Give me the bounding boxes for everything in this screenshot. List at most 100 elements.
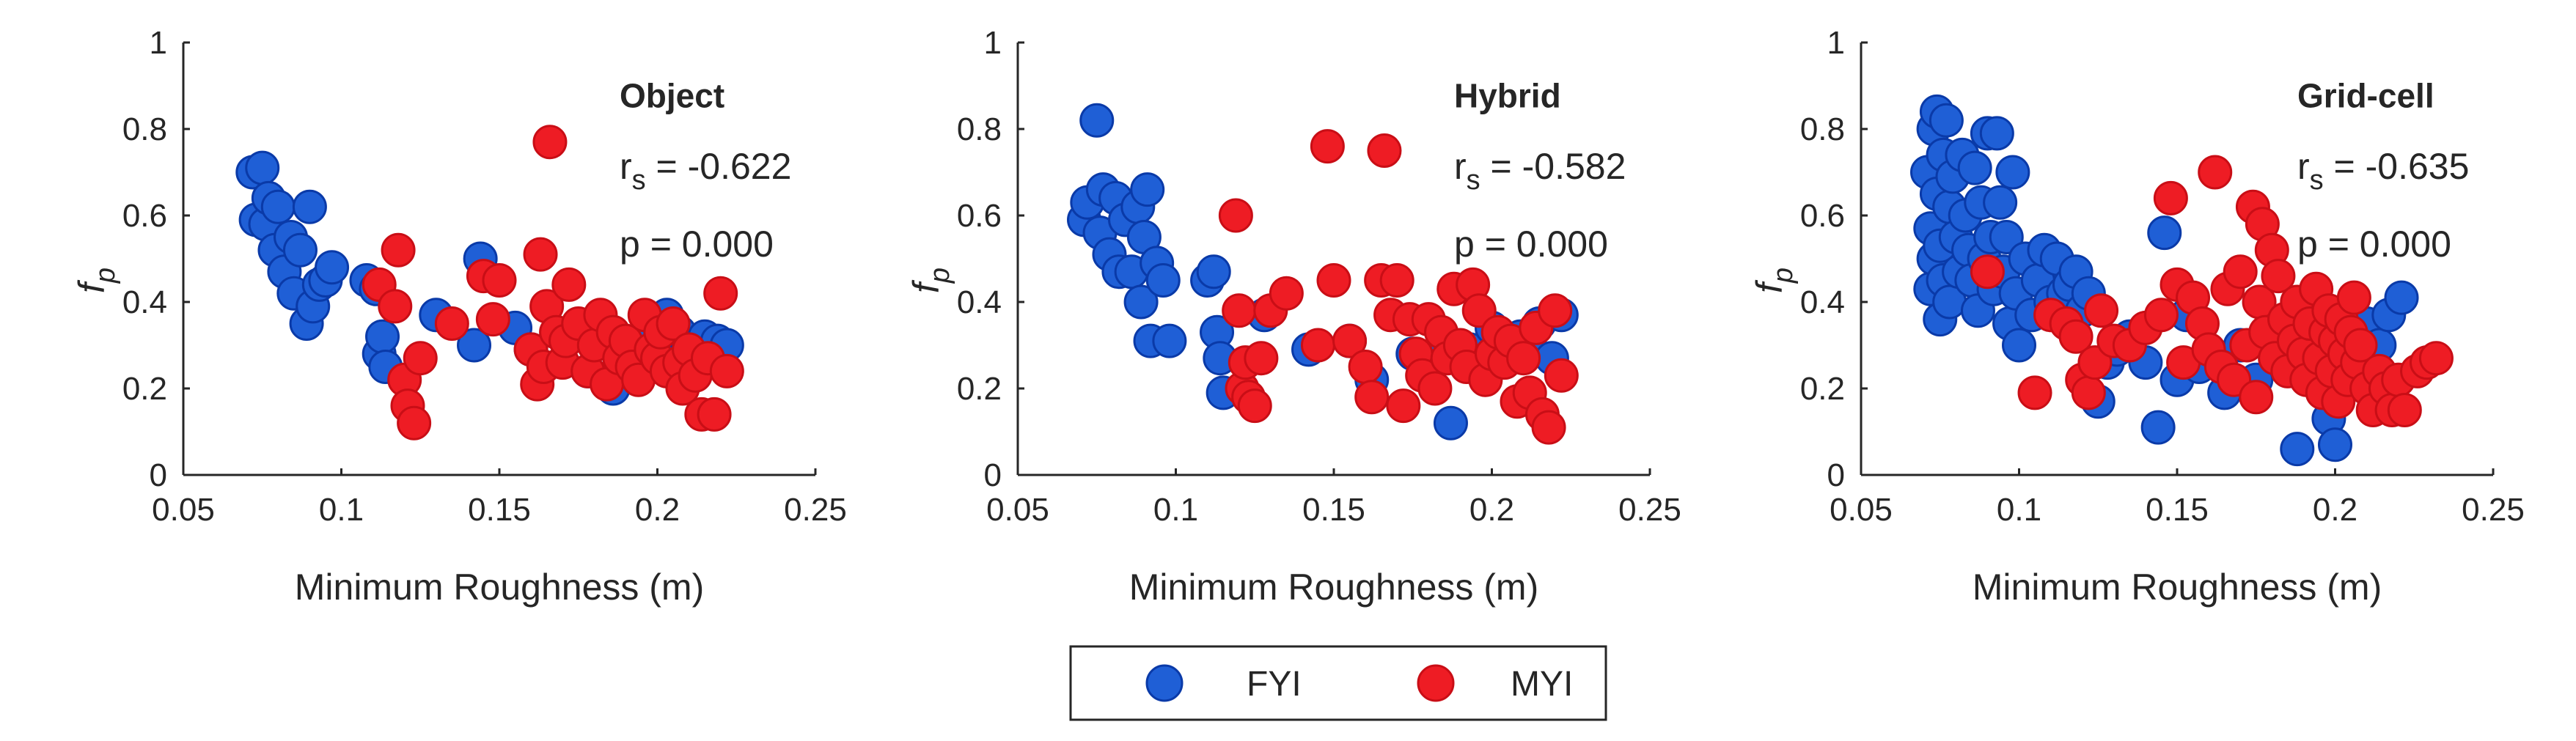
data-point-myi: [2071, 375, 2106, 410]
data-point-fyi: [315, 250, 350, 285]
data-point-myi: [378, 289, 413, 324]
data-point-myi: [523, 237, 558, 272]
data-point-myi: [2418, 341, 2454, 376]
data-point-fyi: [2318, 427, 2352, 462]
rs-value: = -0.622: [646, 146, 792, 187]
data-point-myi: [482, 263, 517, 298]
y-tick-label: 0.4: [1800, 284, 1845, 320]
rs-label: r: [620, 146, 632, 187]
series-myi: [1970, 155, 2454, 427]
data-point-fyi: [1433, 405, 1468, 440]
y-tick-label: 1: [150, 25, 167, 61]
y-tick-label: 0.8: [1800, 111, 1845, 147]
panel-object: 0 0.2 0.4 0.6 0.8 1 0.05 0.1 0.15 0.2 0.25 Minimum …: [71, 25, 847, 608]
x-tick-label: 0.25: [784, 492, 847, 528]
data-point-myi: [2058, 319, 2094, 354]
data-point-fyi: [1983, 185, 2018, 220]
data-point-fyi: [282, 232, 318, 268]
y-axis-label-sub: p: [1768, 268, 1799, 284]
data-point-myi: [1218, 198, 1253, 233]
data-point-myi: [1538, 293, 1573, 328]
data-point-myi: [1354, 380, 1390, 415]
data-point-myi: [2198, 155, 2233, 190]
data-point-myi: [2336, 280, 2371, 315]
panels: 0 0.2 0.4 0.6 0.8 1 0.05 0.1 0.15 0.2 0.25 Minimum …: [71, 25, 2525, 608]
data-point-fyi: [1989, 220, 2024, 254]
y-tick-label: 0: [150, 457, 167, 493]
data-point-fyi: [365, 319, 400, 354]
x-tick-label: 0.15: [1302, 492, 1365, 528]
data-point-fyi: [245, 150, 280, 185]
data-point-myi: [709, 353, 744, 388]
rs-sub: s: [632, 165, 646, 196]
x-tick-label: 0.25: [2462, 492, 2525, 528]
data-point-myi: [656, 306, 691, 341]
data-point-myi: [1970, 254, 2005, 290]
rs-stat: rs = -0.622: [620, 146, 791, 196]
data-point-myi: [1461, 293, 1497, 328]
data-point-myi: [1348, 350, 1383, 384]
data-point-myi: [1379, 263, 1414, 298]
y-tick-label: 0: [984, 457, 1002, 493]
data-point-myi: [1244, 341, 1279, 376]
x-tick-label: 0.2: [635, 492, 680, 528]
panel-title: Hybrid: [1454, 77, 1561, 115]
x-tick-label: 0.15: [2146, 492, 2209, 528]
data-point-myi: [2223, 254, 2258, 290]
data-point-myi: [2143, 298, 2179, 333]
data-point-myi: [1310, 129, 1345, 164]
data-point-myi: [2343, 328, 2378, 363]
series-myi: [362, 125, 744, 440]
y-tick-label: 0.4: [957, 284, 1002, 320]
series-myi: [1218, 129, 1579, 445]
y-tick-label: 0.6: [122, 198, 167, 234]
rs-label: r: [2297, 146, 2310, 187]
data-point-fyi: [457, 328, 492, 363]
y-axis-label-sub: p: [90, 268, 121, 284]
legend-marker-myi: [1417, 664, 1455, 702]
panel-hybrid: 0 0.2 0.4 0.6 0.8 1 0.05 0.1 0.15 0.2 0.25 Minimum …: [906, 25, 1681, 608]
rs-sub: s: [2310, 165, 2324, 196]
data-point-myi: [1222, 293, 1257, 328]
data-point-fyi: [1995, 155, 2030, 190]
x-axis-label: Minimum Roughness (m): [1129, 567, 1538, 608]
rs-label: r: [1454, 146, 1467, 187]
x-tick-label: 0.05: [1830, 492, 1893, 528]
y-tick-label: 0.2: [122, 371, 167, 407]
data-point-fyi: [1196, 254, 1231, 290]
rs-stat: rs = -0.582: [1454, 146, 1626, 196]
panel-title: Grid-cell: [2297, 77, 2434, 115]
y-tick-label: 0.6: [1800, 198, 1845, 234]
data-point-myi: [1506, 341, 1541, 376]
x-tick-label: 0.25: [1618, 492, 1681, 528]
data-point-myi: [1332, 323, 1368, 358]
rs-value: = -0.635: [2324, 146, 2470, 187]
panel-grid-cell: 0 0.2 0.4 0.6 0.8 1 0.05 0.1 0.15 0.2 0.25 Minimum …: [1749, 25, 2525, 608]
y-tick-label: 0.6: [957, 198, 1002, 234]
y-tick-label: 0.2: [957, 371, 1002, 407]
p-stat: p = 0.000: [2297, 224, 2451, 265]
y-tick-label: 0.8: [957, 111, 1002, 147]
x-tick-label: 0.05: [986, 492, 1049, 528]
y-tick-label: 0.2: [1800, 371, 1845, 407]
data-point-myi: [532, 125, 568, 160]
data-point-myi: [381, 232, 416, 268]
data-point-fyi: [2384, 280, 2419, 315]
data-point-myi: [2261, 259, 2296, 294]
x-axis-label: Minimum Roughness (m): [1973, 567, 2382, 608]
legend-label-fyi: FYI: [1247, 665, 1302, 704]
data-point-myi: [1367, 133, 1402, 168]
x-axis-label: Minimum Roughness (m): [295, 567, 704, 608]
data-point-myi: [697, 397, 732, 432]
data-point-myi: [2017, 375, 2052, 410]
data-point-fyi: [1979, 116, 2014, 151]
data-point-fyi: [292, 189, 327, 224]
p-stat: p = 0.000: [1454, 224, 1608, 265]
data-point-fyi: [1123, 284, 1159, 320]
data-point-fyi: [1152, 323, 1187, 358]
legend: FYI MYI: [1069, 645, 1607, 721]
data-point-fyi: [1145, 263, 1181, 298]
p-stat: p = 0.000: [620, 224, 774, 265]
data-point-myi: [1531, 410, 1566, 445]
